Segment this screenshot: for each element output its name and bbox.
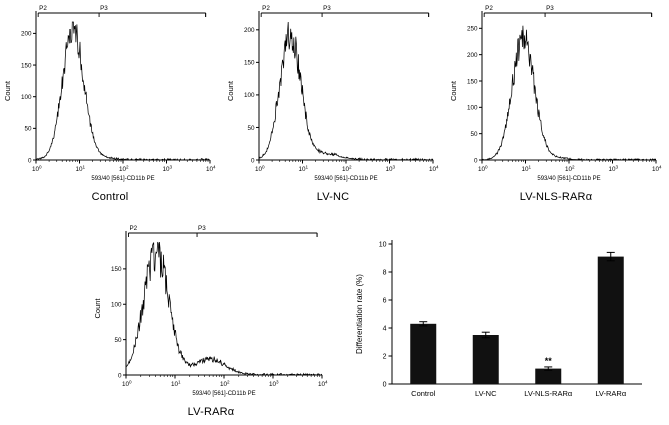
svg-text:P3: P3 bbox=[198, 225, 206, 232]
svg-text:104: 104 bbox=[652, 165, 662, 174]
svg-text:0: 0 bbox=[118, 372, 122, 379]
lv-nc-histogram-plot: 0 50 100 150 200 100 101 102 103 104 P2 P3 593/40 [5… bbox=[226, 5, 439, 182]
svg-text:100: 100 bbox=[255, 165, 265, 174]
svg-text:103: 103 bbox=[386, 165, 396, 174]
svg-text:103: 103 bbox=[609, 165, 619, 174]
svg-text:102: 102 bbox=[220, 380, 230, 389]
bar-chart-panel-differentiation-rate: 0 2 4 6 8 10 Control LV-NC LV-NLS-RARα LV-RARα ** D… bbox=[352, 228, 652, 418]
differentiation-rate-bar-chart: 0 2 4 6 8 10 Control LV-NC LV-NLS-RARα LV-RARα ** D… bbox=[355, 240, 642, 398]
svg-text:102: 102 bbox=[565, 165, 575, 174]
svg-text:Count: Count bbox=[449, 80, 458, 101]
panel-title-lv-nc: LV-NC bbox=[316, 191, 350, 203]
svg-text:100: 100 bbox=[244, 92, 255, 99]
svg-text:LV-NLS-RARα: LV-NLS-RARα bbox=[524, 389, 573, 398]
svg-text:100: 100 bbox=[467, 105, 478, 112]
svg-text:102: 102 bbox=[119, 165, 129, 174]
svg-text:102: 102 bbox=[342, 165, 352, 174]
lv-nls-rara-histogram-plot: 0 50 100 150 200 250 100 101 102 103 104 P2 P3 593/40… bbox=[449, 5, 662, 182]
svg-text:101: 101 bbox=[299, 165, 309, 174]
svg-text:250: 250 bbox=[467, 26, 478, 33]
panel-title-lv-rara: LV-RARα bbox=[187, 406, 235, 418]
svg-text:P2: P2 bbox=[485, 5, 493, 12]
svg-text:P3: P3 bbox=[100, 5, 108, 12]
svg-text:100: 100 bbox=[122, 380, 132, 389]
histogram-panel-control: 0 50 100 150 200 100 101 102 103 104 P2 P3 593/40 [5… bbox=[2, 2, 218, 203]
svg-text:200: 200 bbox=[244, 27, 255, 34]
svg-text:150: 150 bbox=[244, 60, 255, 67]
svg-text:593/40 [561]-CD11b PE: 593/40 [561]-CD11b PE bbox=[314, 176, 377, 182]
svg-text:P2: P2 bbox=[262, 5, 270, 12]
histogram-panel-lv-rara: 0 50 100 150 100 101 102 103 104 P2 P3 593/40 [561]… bbox=[92, 222, 330, 418]
svg-text:100: 100 bbox=[111, 302, 122, 309]
svg-text:6: 6 bbox=[383, 298, 387, 305]
svg-text:101: 101 bbox=[522, 165, 532, 174]
svg-text:Count: Count bbox=[3, 80, 12, 101]
svg-text:103: 103 bbox=[163, 165, 173, 174]
svg-text:150: 150 bbox=[21, 62, 32, 69]
svg-text:0: 0 bbox=[383, 382, 387, 389]
panel-title-lv-nls-rara: LV-NLS-RARα bbox=[519, 191, 593, 203]
histogram-panel-lv-nls-rara: 0 50 100 150 200 250 100 101 102 103 104 P2 P3 593/40… bbox=[448, 2, 664, 203]
svg-text:100: 100 bbox=[21, 94, 32, 101]
svg-text:101: 101 bbox=[76, 165, 86, 174]
svg-text:P3: P3 bbox=[546, 5, 554, 12]
svg-text:P2: P2 bbox=[129, 225, 137, 232]
svg-text:0: 0 bbox=[474, 157, 478, 164]
panel-title-control: Control bbox=[91, 191, 129, 203]
svg-text:593/40 [561]-CD11b PE: 593/40 [561]-CD11b PE bbox=[192, 391, 255, 397]
svg-text:LV-NC: LV-NC bbox=[475, 389, 497, 398]
svg-text:50: 50 bbox=[24, 126, 32, 133]
svg-text:8: 8 bbox=[383, 270, 387, 277]
svg-text:104: 104 bbox=[206, 165, 216, 174]
svg-text:150: 150 bbox=[111, 266, 122, 273]
svg-text:4: 4 bbox=[383, 326, 387, 333]
svg-text:104: 104 bbox=[429, 165, 439, 174]
svg-text:**: ** bbox=[545, 356, 553, 366]
svg-text:150: 150 bbox=[467, 78, 478, 85]
svg-text:103: 103 bbox=[269, 380, 279, 389]
histogram-panel-lv-nc: 0 50 100 150 200 100 101 102 103 104 P2 P3 593/40 [5… bbox=[225, 2, 441, 203]
svg-text:593/40 [561]-CD11b PE: 593/40 [561]-CD11b PE bbox=[537, 176, 600, 182]
svg-text:0: 0 bbox=[28, 157, 32, 164]
svg-text:0: 0 bbox=[251, 157, 255, 164]
svg-text:593/40 [561]-CD11b PE: 593/40 [561]-CD11b PE bbox=[91, 176, 154, 182]
svg-text:Differentiation rate (%): Differentiation rate (%) bbox=[355, 274, 364, 354]
svg-text:100: 100 bbox=[32, 165, 42, 174]
svg-text:Control: Control bbox=[411, 389, 436, 398]
svg-text:10: 10 bbox=[379, 242, 387, 249]
svg-text:100: 100 bbox=[478, 165, 488, 174]
svg-text:200: 200 bbox=[21, 31, 32, 38]
svg-text:50: 50 bbox=[247, 125, 255, 132]
svg-text:P2: P2 bbox=[39, 5, 47, 12]
svg-text:P3: P3 bbox=[323, 5, 331, 12]
svg-text:2: 2 bbox=[383, 354, 387, 361]
svg-text:101: 101 bbox=[171, 380, 181, 389]
svg-text:Count: Count bbox=[93, 298, 102, 319]
svg-text:50: 50 bbox=[470, 131, 478, 138]
svg-text:104: 104 bbox=[318, 380, 328, 389]
svg-text:200: 200 bbox=[467, 52, 478, 59]
control-histogram-plot: 0 50 100 150 200 100 101 102 103 104 P2 P3 593/40 [5… bbox=[3, 5, 216, 182]
lv-rara-histogram-plot: 0 50 100 150 100 101 102 103 104 P2 P3 593/40 [561]… bbox=[93, 225, 328, 397]
svg-text:Count: Count bbox=[226, 80, 235, 101]
svg-text:LV-RARα: LV-RARα bbox=[595, 389, 627, 398]
svg-text:50: 50 bbox=[114, 337, 122, 344]
